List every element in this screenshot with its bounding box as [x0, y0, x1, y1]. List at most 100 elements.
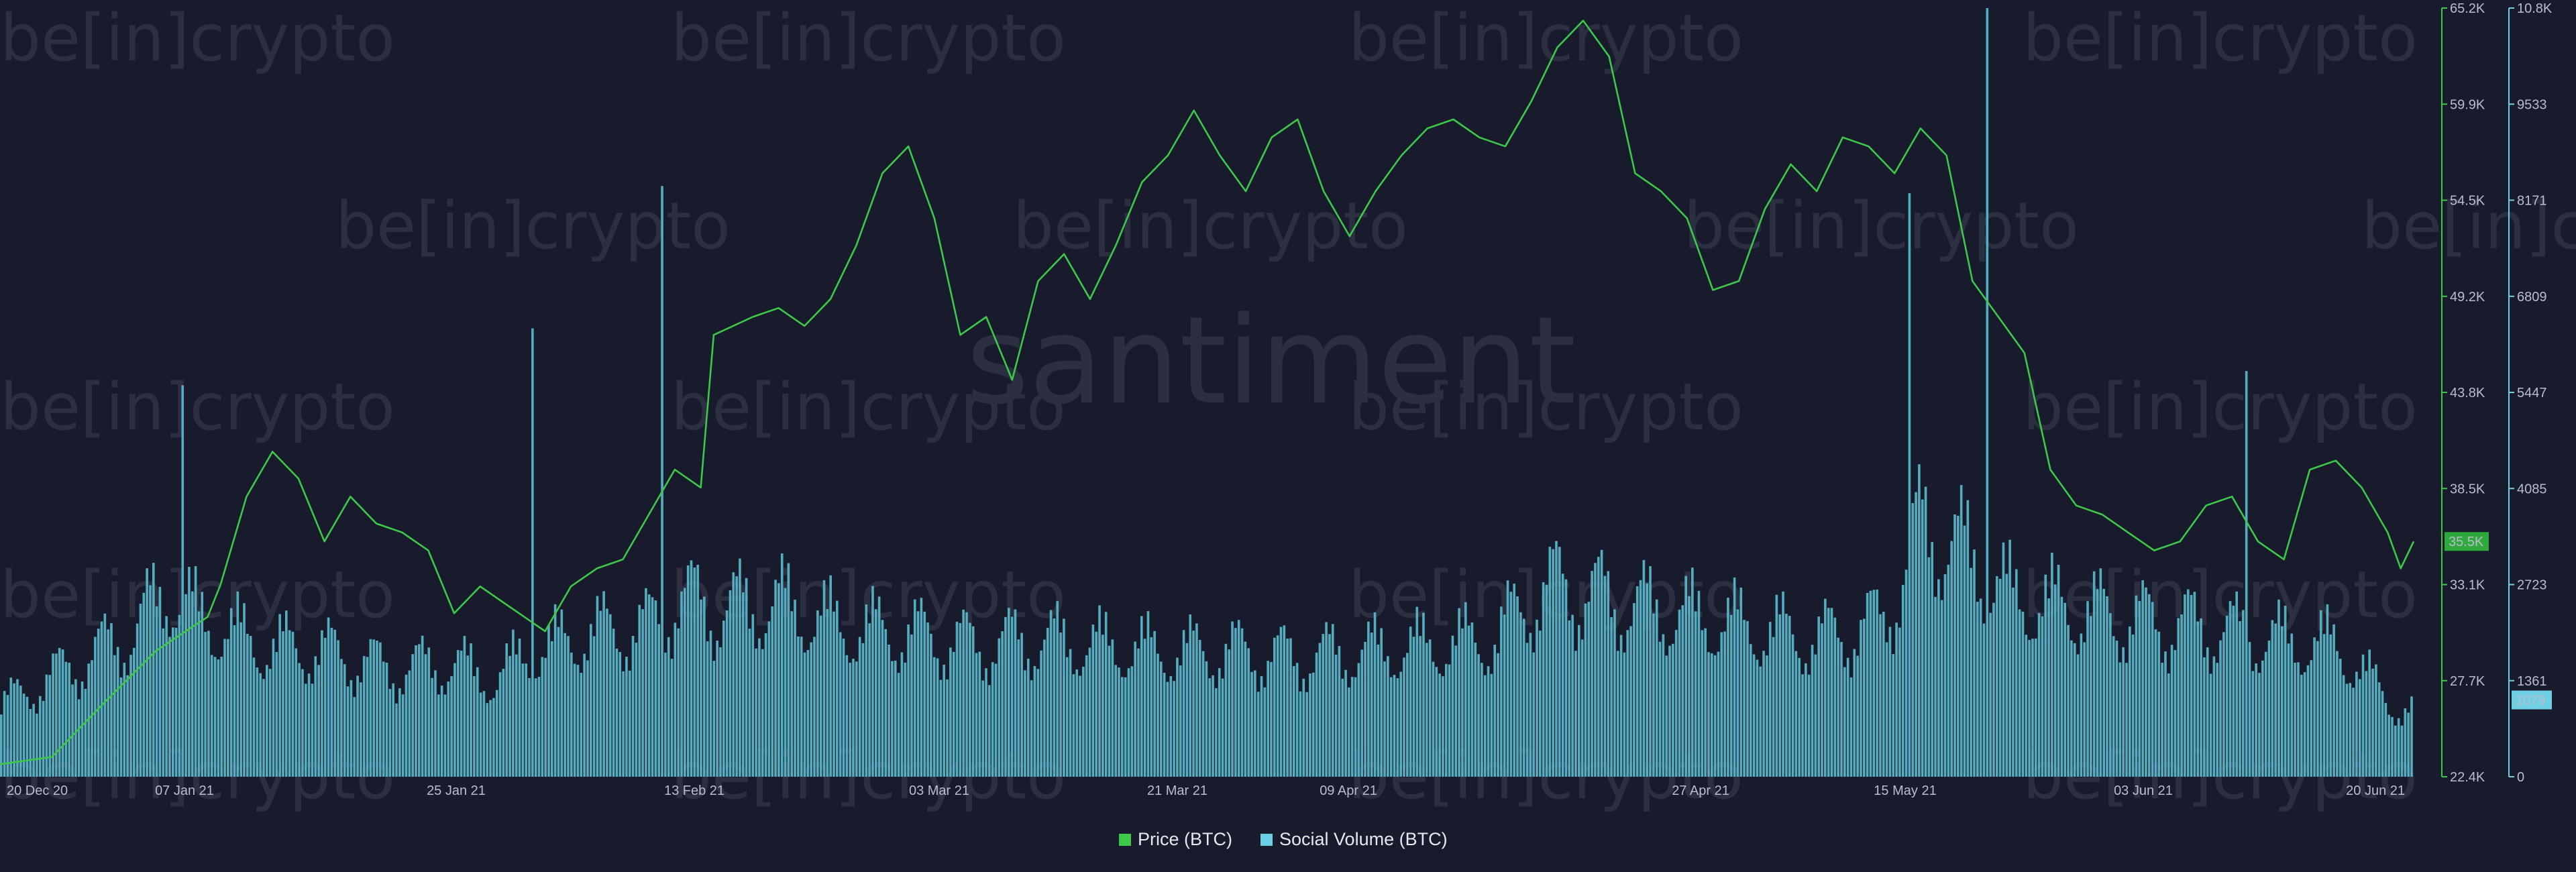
volume-bar — [1853, 649, 1856, 777]
volume-bar — [1286, 639, 1289, 777]
volume-bar — [1674, 630, 1678, 777]
volume-bar — [129, 655, 132, 777]
volume-bar — [1678, 609, 1681, 777]
volume-bar — [262, 679, 265, 777]
volume-bar — [1882, 611, 1885, 777]
volume-bar — [346, 686, 350, 777]
volume-bar — [684, 588, 686, 777]
volume-bar — [531, 328, 534, 777]
volume-bar — [9, 677, 13, 777]
volume-bar — [2012, 587, 2015, 777]
volume-bar — [2164, 651, 2167, 777]
volume-bar — [2008, 539, 2011, 777]
volume-bar — [171, 627, 174, 777]
volume-bar — [119, 677, 123, 777]
volume-bar — [1056, 601, 1059, 777]
volume-bar — [991, 662, 994, 777]
volume-bar — [1869, 590, 1872, 777]
volume-bar — [2232, 605, 2235, 777]
volume-bar — [16, 679, 19, 777]
volume-bar — [1428, 639, 1432, 777]
volume-bar — [1497, 653, 1499, 777]
volume-bar — [1387, 656, 1389, 777]
volume-bar — [661, 186, 663, 777]
volume-bar — [1273, 637, 1276, 777]
volume-bar — [2193, 592, 2196, 777]
volume-bar — [149, 585, 152, 777]
price-last-badge — [2445, 532, 2489, 551]
volume-bar — [1743, 620, 1746, 777]
volume-bar — [398, 688, 401, 777]
volume-bar — [2407, 712, 2410, 777]
volume-bar — [2083, 642, 2086, 777]
volume-bar — [1539, 631, 1542, 777]
volume-bar — [732, 572, 735, 777]
volume-bar — [641, 609, 644, 777]
volume-bar — [515, 654, 518, 777]
volume-bar — [2170, 645, 2174, 777]
volume-bar — [2161, 663, 2163, 777]
volume-bar — [1970, 567, 1972, 777]
volume-bar — [1166, 682, 1169, 777]
volume-bar — [482, 691, 486, 777]
volume-bar — [405, 674, 408, 777]
volume-bar — [803, 652, 806, 777]
volume-bar — [1373, 612, 1377, 777]
volume-bar — [304, 684, 307, 777]
volume-bar — [1772, 637, 1775, 777]
price-tick-label: 22.4K — [2450, 770, 2485, 785]
volume-bar — [1464, 602, 1467, 777]
volume-bar — [822, 580, 826, 777]
volume-bar — [372, 639, 376, 777]
volume-bar — [751, 614, 755, 777]
price-line-path — [0, 19, 2415, 765]
volume-bar — [498, 672, 502, 777]
volume-bar — [1292, 666, 1295, 777]
volume-bar — [1966, 500, 1970, 777]
volume-bar — [2002, 542, 2005, 777]
volume-bar — [353, 697, 356, 777]
volume-bar — [489, 700, 492, 777]
volume-bar — [2316, 641, 2319, 777]
volume-bar — [816, 610, 819, 777]
volume-bar — [2151, 602, 2154, 777]
volume-bar — [2073, 643, 2076, 777]
volume-bar — [1846, 657, 1849, 777]
volume-bar — [706, 641, 709, 777]
volume-bar — [2339, 659, 2342, 777]
volume-bar — [2037, 612, 2041, 777]
volume-bar — [1885, 642, 1888, 777]
volume-bar — [670, 659, 674, 777]
volume-bar — [1163, 673, 1166, 777]
volume-bar — [2358, 679, 2361, 777]
volume-bar — [2303, 672, 2306, 777]
volume-bar — [184, 594, 187, 777]
volume-bar — [1325, 622, 1328, 777]
volume-bar — [2271, 620, 2274, 777]
x-tick-label: 20 Dec 20 — [7, 783, 68, 798]
volume-bar — [369, 639, 372, 777]
volume-bar — [162, 628, 165, 777]
volume-bar — [1571, 614, 1574, 777]
volume-bar — [589, 624, 592, 777]
volume-bar — [1195, 623, 1198, 777]
volume-bar — [1318, 643, 1322, 777]
watermark-logo: be[in]crypto — [671, 1, 1066, 76]
volume-bar — [456, 650, 460, 777]
volume-bar — [1201, 651, 1205, 777]
volume-bar — [1921, 499, 1924, 777]
volume-bar — [1311, 672, 1315, 777]
volume-bar — [1140, 616, 1143, 777]
volume-bar — [275, 652, 278, 777]
volume-legend-label: Social Volume (BTC) — [1279, 829, 1448, 849]
volume-bar — [2041, 616, 2044, 777]
volume-bar — [256, 667, 259, 777]
volume-bar — [126, 675, 129, 777]
volume-bar — [1017, 639, 1020, 777]
volume-bar — [395, 703, 398, 777]
volume-bar — [1892, 654, 1895, 777]
volume-bar — [1662, 634, 1665, 777]
volume-bar — [739, 558, 741, 777]
volume-bar — [1668, 645, 1671, 777]
volume-bar — [36, 713, 38, 777]
